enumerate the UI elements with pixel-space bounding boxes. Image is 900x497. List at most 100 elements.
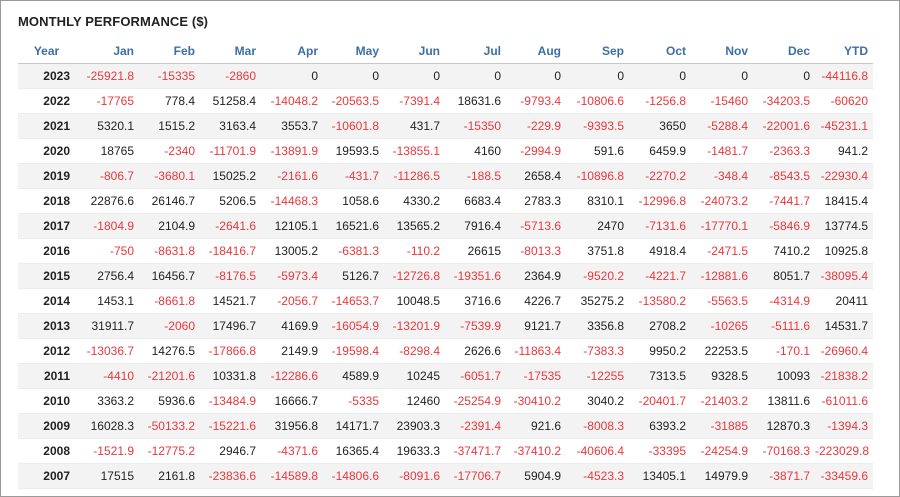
month-value-cell: 3363.2 bbox=[75, 388, 139, 414]
month-value-cell: -5111.6 bbox=[753, 313, 815, 339]
table-row: 2023 -25921.8 -15335 -2860 0 0 0 0 0 0 0 0 0 -44116.8 bbox=[18, 63, 873, 89]
month-value-cell: -8176.5 bbox=[200, 263, 261, 289]
month-value-cell: -1256.8 bbox=[629, 88, 691, 114]
table-row: 2018 22876.6 26146.7 5206.5 -14468.3 1058.6 43… bbox=[18, 188, 873, 214]
month-value-cell: -3871.7 bbox=[753, 463, 815, 489]
month-value-cell: -5713.6 bbox=[506, 213, 566, 239]
month-value-cell: 3040.2 bbox=[566, 388, 629, 414]
month-value-cell: 3650 bbox=[629, 113, 691, 139]
month-value-cell: 15025.2 bbox=[200, 163, 261, 189]
month-value-cell: 0 bbox=[445, 63, 506, 89]
month-value-cell: -9520.2 bbox=[566, 263, 629, 289]
table-row: 2013 31911.7 -2060 17496.7 4169.9 -16054.9 -13… bbox=[18, 313, 873, 339]
table-row: 2011 -4410 -21201.6 10331.8 -12286.6 4589.9 10… bbox=[18, 363, 873, 389]
month-value-cell: 3356.8 bbox=[566, 313, 629, 339]
month-value-cell: 921.6 bbox=[506, 413, 566, 439]
month-value-cell: -11701.9 bbox=[200, 138, 261, 164]
month-value-cell: -13580.2 bbox=[629, 288, 691, 314]
month-value-cell: 9328.5 bbox=[691, 363, 753, 389]
month-value-cell: -1521.9 bbox=[75, 438, 139, 464]
year-cell: 2007 bbox=[18, 463, 75, 489]
ytd-cell: -38095.4 bbox=[815, 263, 873, 289]
year-cell: 2012 bbox=[18, 338, 75, 364]
month-value-cell: -2994.9 bbox=[506, 138, 566, 164]
month-value-cell: 6393.2 bbox=[629, 413, 691, 439]
month-value-cell: -13891.9 bbox=[261, 138, 323, 164]
month-value-cell: -25254.9 bbox=[445, 388, 506, 414]
month-value-cell: -13484.9 bbox=[200, 388, 261, 414]
month-value-cell: 7916.4 bbox=[445, 213, 506, 239]
month-value-cell: 18631.6 bbox=[445, 88, 506, 114]
month-value-cell: -2056.7 bbox=[261, 288, 323, 314]
month-value-cell: -7441.7 bbox=[753, 188, 815, 214]
month-value-cell: 9121.7 bbox=[506, 313, 566, 339]
month-value-cell: 2708.2 bbox=[629, 313, 691, 339]
table-row: 2007 17515 2161.8 -23836.6 -14589.8 -14806.6-… bbox=[18, 463, 873, 489]
month-value-cell: 26615 bbox=[445, 238, 506, 264]
ytd-cell: 13774.5 bbox=[815, 213, 873, 239]
month-value-cell: -14048.2 bbox=[261, 88, 323, 114]
year-cell: 2011 bbox=[18, 363, 75, 389]
month-value-cell: -6051.7 bbox=[445, 363, 506, 389]
month-value-cell: -12775.2 bbox=[139, 438, 200, 464]
ytd-cell: 20411 bbox=[815, 288, 873, 314]
month-value-cell: 4226.7 bbox=[506, 288, 566, 314]
month-value-cell: 2756.4 bbox=[75, 263, 139, 289]
month-value-cell: -5335 bbox=[323, 388, 384, 414]
month-value-cell: 0 bbox=[629, 63, 691, 89]
month-value-cell: -3680.1 bbox=[139, 163, 200, 189]
month-value-cell: -1481.7 bbox=[691, 138, 753, 164]
month-value-cell: 5320.1 bbox=[75, 113, 139, 139]
month-value-cell: -4410 bbox=[75, 363, 139, 389]
month-value-cell: -7539.9 bbox=[445, 313, 506, 339]
month-value-cell: 431.7 bbox=[384, 113, 445, 139]
month-value-cell: 1058.6 bbox=[323, 188, 384, 214]
month-value-cell: 2149.9 bbox=[261, 338, 323, 364]
month-value-cell: -2161.6 bbox=[261, 163, 323, 189]
month-value-cell: 4160 bbox=[445, 138, 506, 164]
month-value-cell: 5904.9 bbox=[506, 463, 566, 489]
month-value-cell: 0 bbox=[506, 63, 566, 89]
column-header-apr: Apr bbox=[261, 39, 323, 64]
month-value-cell: -13201.9 bbox=[384, 313, 445, 339]
year-cell: 2015 bbox=[18, 263, 75, 289]
month-value-cell: -7383.3 bbox=[566, 338, 629, 364]
month-value-cell: -17866.8 bbox=[200, 338, 261, 364]
month-value-cell: 14171.7 bbox=[323, 413, 384, 439]
month-value-cell: -170.1 bbox=[753, 338, 815, 364]
month-value-cell: -17770.1 bbox=[691, 213, 753, 239]
month-value-cell: -31885 bbox=[691, 413, 753, 439]
month-value-cell: -14589.8 bbox=[261, 463, 323, 489]
month-value-cell: 10093 bbox=[753, 363, 815, 389]
month-value-cell: 4169.9 bbox=[261, 313, 323, 339]
month-value-cell: -14468.3 bbox=[261, 188, 323, 214]
month-value-cell: -2471.5 bbox=[691, 238, 753, 264]
year-cell: 2008 bbox=[18, 438, 75, 464]
ytd-cell: -45231.1 bbox=[815, 113, 873, 139]
month-value-cell: -40606.4 bbox=[566, 438, 629, 464]
month-value-cell: -20401.7 bbox=[629, 388, 691, 414]
panel-title: MONTHLY PERFORMANCE ($) bbox=[18, 14, 209, 29]
month-value-cell: 22876.6 bbox=[75, 188, 139, 214]
month-value-cell: -12255 bbox=[566, 363, 629, 389]
column-header-jul: Jul bbox=[445, 39, 506, 64]
month-value-cell: -5563.5 bbox=[691, 288, 753, 314]
month-value-cell: -2860 bbox=[200, 63, 261, 89]
month-value-cell: 10245 bbox=[384, 363, 445, 389]
month-value-cell: -11863.4 bbox=[506, 338, 566, 364]
month-value-cell: 16666.7 bbox=[261, 388, 323, 414]
column-header-jan: Jan bbox=[75, 39, 139, 64]
month-value-cell: -19598.4 bbox=[323, 338, 384, 364]
table-row: 2016 -750 -8631.8 -18416.7 13005.2 -6381.3 -11… bbox=[18, 238, 873, 264]
month-value-cell: -15335 bbox=[139, 63, 200, 89]
month-value-cell: 17515 bbox=[75, 463, 139, 489]
month-value-cell: -4523.3 bbox=[566, 463, 629, 489]
year-cell: 2009 bbox=[18, 413, 75, 439]
month-value-cell: -16054.9 bbox=[323, 313, 384, 339]
month-value-cell: 0 bbox=[261, 63, 323, 89]
table-row: 2021 5320.1 1515.2 3163.4 3553.7 -10601.8 431.… bbox=[18, 113, 873, 139]
table-row: 2020 18765 -2340 -11701.9 -13891.9 19593.5 -13… bbox=[18, 138, 873, 164]
month-value-cell: -19351.6 bbox=[445, 263, 506, 289]
month-value-cell: 23903.3 bbox=[384, 413, 445, 439]
